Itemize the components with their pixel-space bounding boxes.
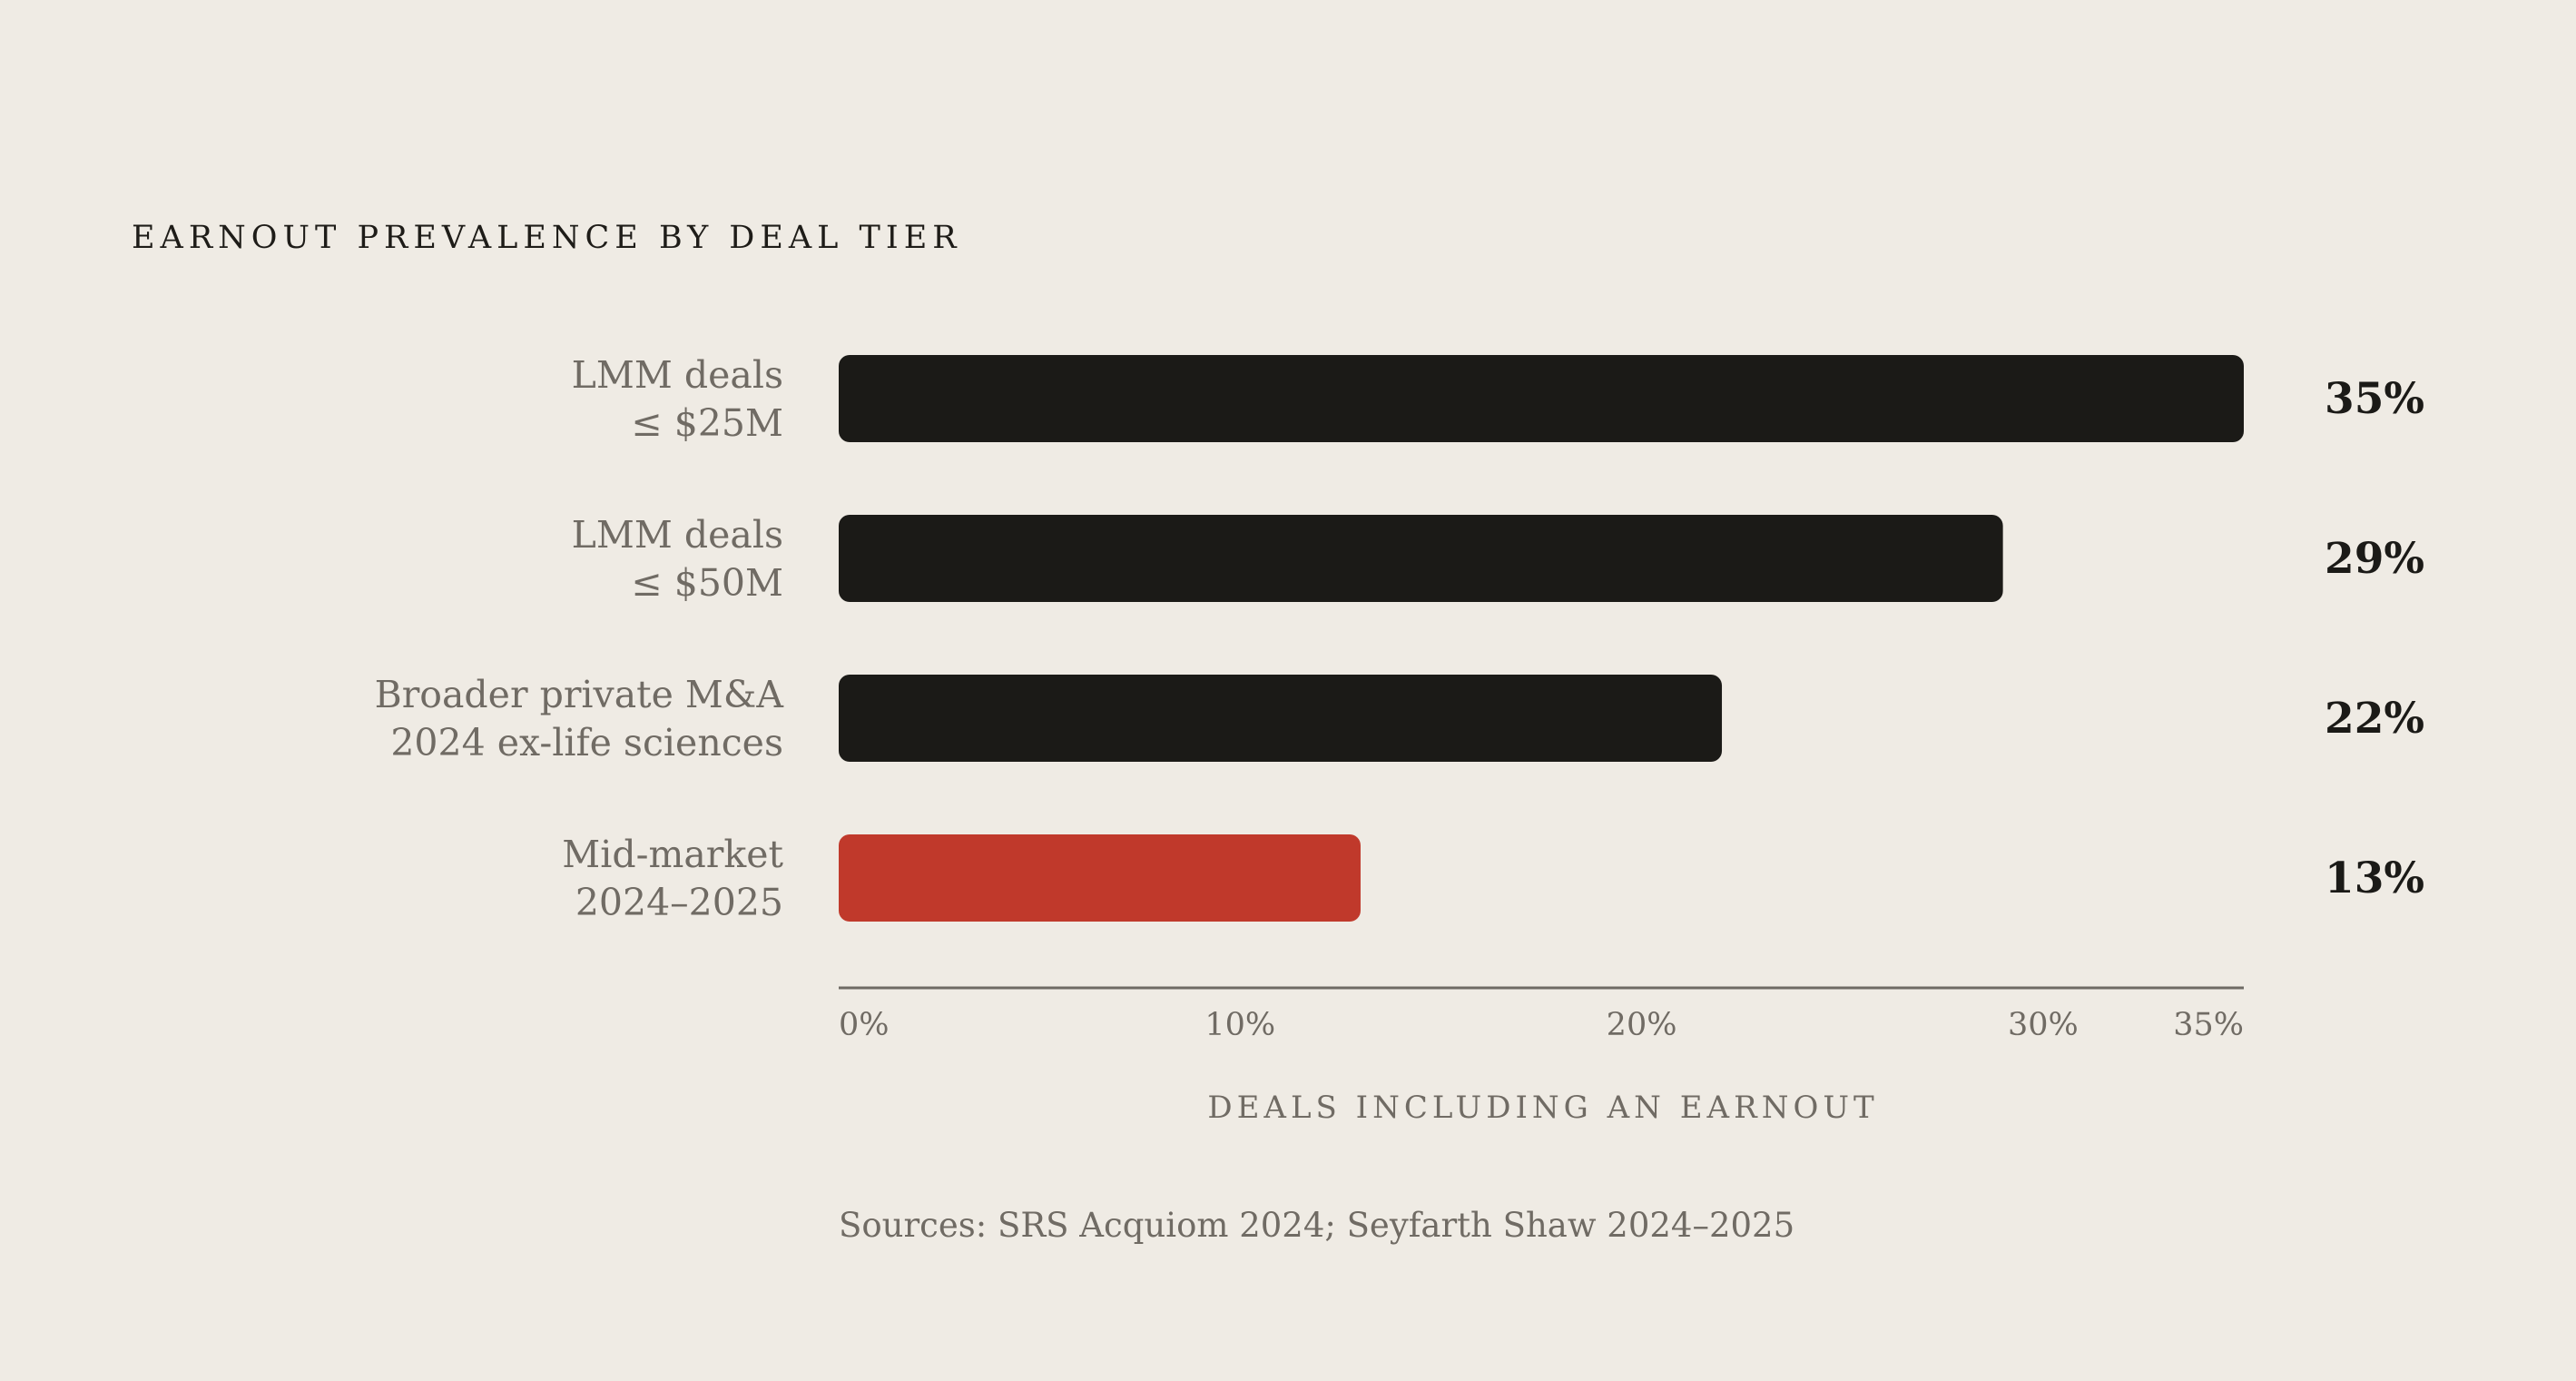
value-label: 13% bbox=[2325, 853, 2424, 903]
category-label: Broader private M&A 2024 ex-life sciences bbox=[375, 673, 785, 764]
x-axis-title: DEALS INCLUDING AN EARNOUT bbox=[1207, 1090, 1878, 1126]
bar bbox=[839, 675, 1723, 762]
x-tick-label: 10% bbox=[1204, 1007, 1275, 1043]
chart-title: EARNOUT PREVALENCE BY DEAL TIER bbox=[132, 220, 962, 256]
value-label: 22% bbox=[2325, 694, 2424, 744]
category-label-line: 2024–2025 bbox=[575, 881, 783, 924]
category-label-line: LMM deals bbox=[572, 353, 783, 397]
bar bbox=[839, 515, 2003, 602]
x-tick-label: 35% bbox=[2173, 1007, 2244, 1043]
category-label: LMM deals ≤ $25M bbox=[572, 353, 783, 445]
bar bbox=[839, 355, 2244, 442]
category-label-line: ≤ $25M bbox=[631, 401, 783, 445]
category-label: LMM deals ≤ $50M bbox=[572, 513, 783, 605]
category-label-line: Broader private M&A bbox=[375, 673, 785, 716]
category-label-line: ≤ $50M bbox=[631, 561, 783, 605]
value-label: 29% bbox=[2325, 534, 2424, 584]
x-tick-label: 20% bbox=[1607, 1007, 1677, 1043]
value-label: 35% bbox=[2325, 374, 2424, 424]
category-label-line: Mid-market bbox=[562, 833, 783, 876]
bar bbox=[839, 834, 1361, 922]
category-label-line: 2024 ex-life sciences bbox=[390, 721, 783, 764]
x-tick-label: 30% bbox=[2008, 1007, 2079, 1043]
category-label-line: LMM deals bbox=[572, 513, 783, 557]
x-tick-label: 0% bbox=[839, 1007, 890, 1043]
sources-note: Sources: SRS Acquiom 2024; Seyfarth Shaw… bbox=[839, 1206, 1795, 1245]
category-label: Mid-market 2024–2025 bbox=[562, 833, 783, 924]
